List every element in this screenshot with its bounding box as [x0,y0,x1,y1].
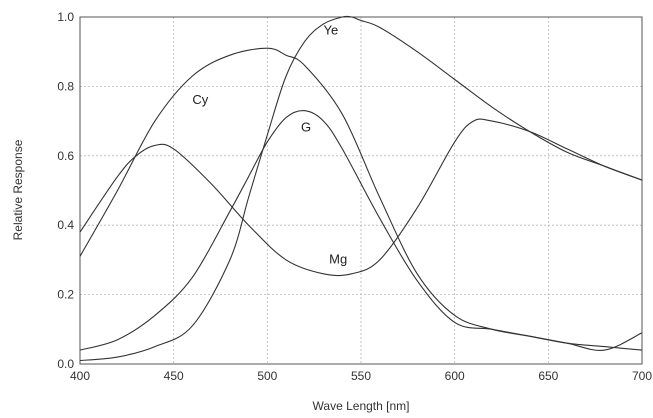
series-group [79,15,643,362]
y-tick-label-0.4: 0.4 [57,218,74,232]
x-tick-label-450: 450 [164,369,184,383]
y-tick-label-0.8: 0.8 [57,79,74,93]
series-line-g [79,110,643,351]
x-axis-label: Wave Length [nm] [313,399,410,413]
series-label-ye: Ye [324,22,339,37]
series-line-mg [79,118,643,277]
x-tick-label-550: 550 [351,369,371,383]
x-tick-label-650: 650 [538,369,558,383]
series-label-g: G [301,120,311,135]
series-label-cy: Cy [192,92,208,107]
y-tick-label-0.6: 0.6 [57,149,74,163]
x-tick-label-500: 500 [257,369,277,383]
y-axis-label: Relative Response [11,139,25,240]
y-tick-label-1.0: 1.0 [57,10,74,24]
grid [80,17,642,364]
y-tick-label-0.2: 0.2 [57,288,74,302]
series-line-ye [79,15,643,362]
y-tick-label-0.0: 0.0 [57,357,74,371]
x-axis-ticks: 400 450 500 550 600 650 700 [70,369,652,383]
series-label-mg: Mg [329,251,347,266]
x-tick-label-700: 700 [632,369,652,383]
plot-frame [79,16,643,365]
y-axis-ticks: 0.0 0.2 0.4 0.6 0.8 1.0 [57,10,74,371]
x-tick-label-400: 400 [70,369,90,383]
x-tick-label-600: 600 [445,369,465,383]
curve-labels: Ye Cy G Mg [192,22,347,266]
